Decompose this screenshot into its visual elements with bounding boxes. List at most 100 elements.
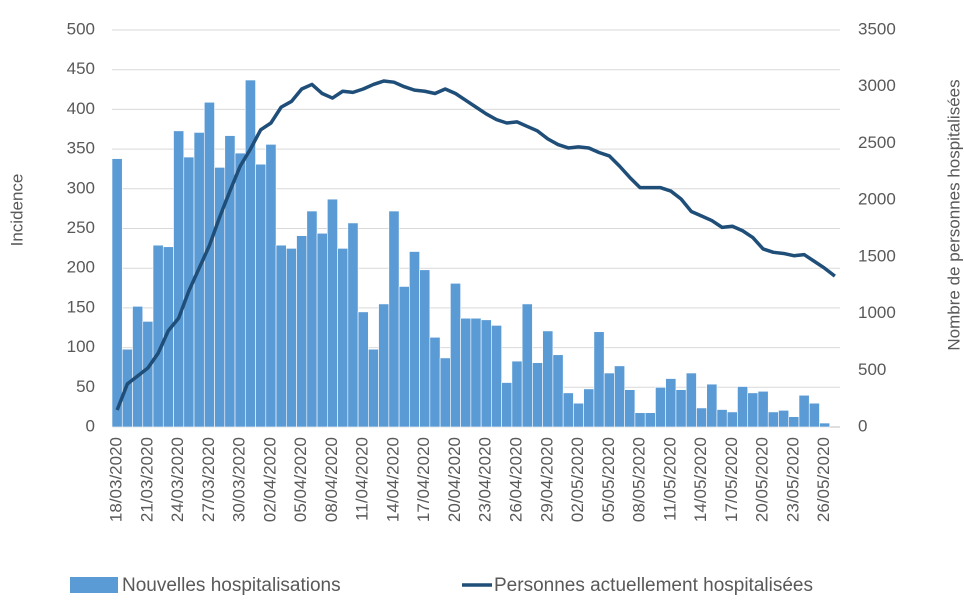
y-tick-label: 150 [67, 297, 95, 316]
bar [419, 269, 431, 428]
bar [203, 101, 215, 428]
bar [460, 317, 472, 428]
y2-tick-label: 1500 [858, 246, 896, 265]
bar [614, 365, 625, 428]
bar [819, 422, 831, 428]
bar [244, 79, 256, 428]
bar [706, 383, 718, 428]
y-tick-label: 0 [86, 416, 95, 435]
x-tick-label: 27/03/2020 [199, 437, 218, 522]
bar [747, 392, 759, 428]
bar [542, 330, 554, 428]
bar [470, 317, 482, 428]
y-axis-label: Incidence [7, 174, 26, 247]
y-tick-label: 50 [76, 377, 95, 396]
legend-swatch [70, 577, 118, 593]
x-tick-label: 20/05/2020 [753, 437, 772, 522]
x-tick-label: 23/05/2020 [783, 437, 802, 522]
bar [306, 210, 318, 428]
y-tick-label: 350 [67, 139, 95, 158]
bar [511, 360, 523, 428]
legend-label: Nouvelles hospitalisations [122, 575, 341, 596]
y-tick-label: 500 [67, 19, 95, 38]
x-tick-label: 05/04/2020 [291, 437, 310, 522]
bar [296, 235, 308, 428]
x-tick-label: 17/05/2020 [722, 437, 741, 522]
bar [603, 372, 615, 428]
bar [685, 372, 697, 428]
bar [737, 386, 749, 428]
bar [788, 416, 800, 428]
x-tick-label: 14/05/2020 [691, 437, 710, 522]
y2-tick-label: 500 [858, 360, 886, 379]
x-tick-label: 02/04/2020 [260, 437, 279, 522]
legend-label: Personnes actuellement hospitalisées [494, 575, 813, 596]
x-tick-label: 11/05/2020 [660, 437, 679, 521]
bar [573, 402, 584, 428]
y-tick-label: 100 [67, 337, 95, 356]
bar [552, 354, 564, 428]
bar [501, 382, 513, 428]
bar [665, 378, 677, 428]
bar [152, 244, 164, 428]
x-tick-label: 11/04/2020 [353, 437, 372, 521]
y-tick-label: 450 [67, 59, 95, 78]
x-tick-label: 05/05/2020 [599, 437, 618, 522]
bar [491, 325, 502, 428]
bar [337, 248, 349, 428]
bar [798, 394, 810, 428]
bar [429, 336, 441, 428]
bar [368, 348, 379, 428]
bar [142, 321, 154, 428]
bar [450, 282, 461, 428]
bar [173, 130, 185, 428]
x-tick-label: 24/03/2020 [168, 437, 187, 522]
bar [234, 152, 246, 428]
x-tick-label: 08/05/2020 [630, 437, 649, 522]
bar [767, 411, 779, 428]
y2-tick-label: 0 [858, 416, 867, 435]
x-tick-label: 26/04/2020 [506, 437, 525, 522]
y2-tick-label: 1000 [858, 303, 896, 322]
bar [644, 412, 656, 428]
bar [357, 311, 369, 428]
bar [388, 210, 400, 428]
y-tick-label: 300 [67, 178, 95, 197]
bar [275, 244, 287, 428]
bar [398, 286, 410, 428]
bar [562, 392, 574, 428]
x-tick-label: 21/03/2020 [137, 437, 156, 522]
bar [316, 232, 328, 428]
x-tick-label: 30/03/2020 [230, 437, 249, 522]
bar [778, 410, 790, 428]
bar [593, 331, 605, 428]
bar [696, 407, 708, 428]
x-tick-label: 23/04/2020 [476, 437, 495, 522]
bar [480, 319, 492, 428]
x-tick-label: 02/05/2020 [568, 437, 587, 522]
bar [265, 144, 277, 428]
bar [132, 306, 144, 428]
bar [286, 248, 297, 428]
bar [347, 222, 359, 428]
bar [255, 163, 267, 428]
bar [532, 362, 543, 428]
bar [327, 198, 338, 428]
y-tick-label: 250 [67, 218, 95, 237]
line [115, 79, 836, 411]
y2-tick-label: 3000 [858, 76, 896, 95]
x-tick-label: 08/04/2020 [322, 437, 341, 522]
bar [655, 386, 666, 428]
x-tick-label: 29/04/2020 [537, 437, 556, 522]
y2-tick-label: 2000 [858, 190, 896, 209]
bar [111, 158, 123, 428]
bar [726, 411, 738, 428]
bar [583, 388, 595, 428]
bar [757, 390, 769, 428]
x-tick-label: 14/04/2020 [383, 437, 402, 522]
bar [624, 389, 636, 428]
bar [521, 303, 533, 428]
y2-tick-label: 2500 [858, 133, 896, 152]
bar [378, 303, 390, 428]
